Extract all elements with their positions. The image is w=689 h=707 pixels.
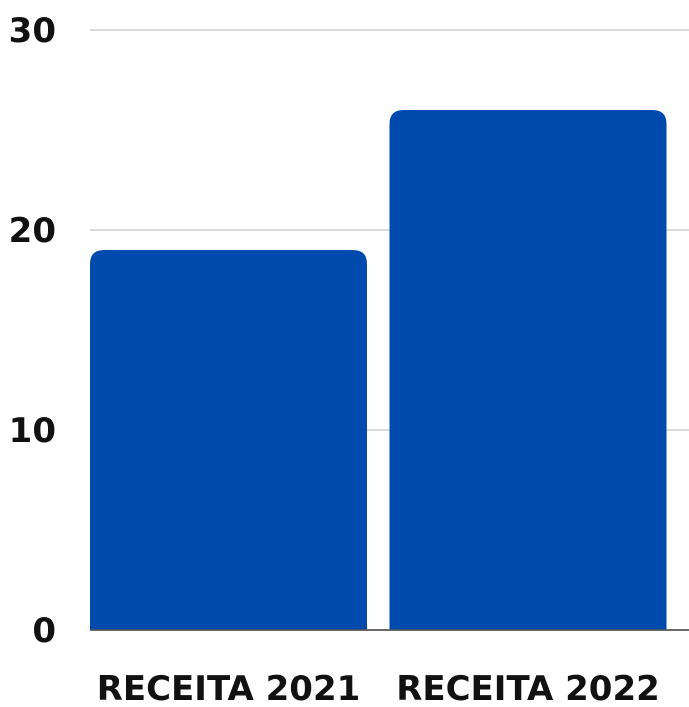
y-tick-label-20: 20	[9, 211, 56, 251]
y-tick-label-0: 0	[32, 611, 56, 651]
x-tick-label-receita-2022: RECEITA 2022	[396, 669, 660, 707]
bar-receita-2022	[389, 110, 667, 630]
y-axis-ticks: 0 10 20 30	[9, 11, 56, 651]
bars	[90, 110, 667, 630]
x-tick-label-receita-2021: RECEITA 2021	[97, 669, 361, 707]
bar-receita-2021	[90, 250, 367, 630]
y-tick-label-10: 10	[9, 411, 56, 451]
x-axis-ticks: RECEITA 2021 RECEITA 2022	[90, 629, 689, 707]
y-tick-label-30: 30	[9, 11, 56, 51]
